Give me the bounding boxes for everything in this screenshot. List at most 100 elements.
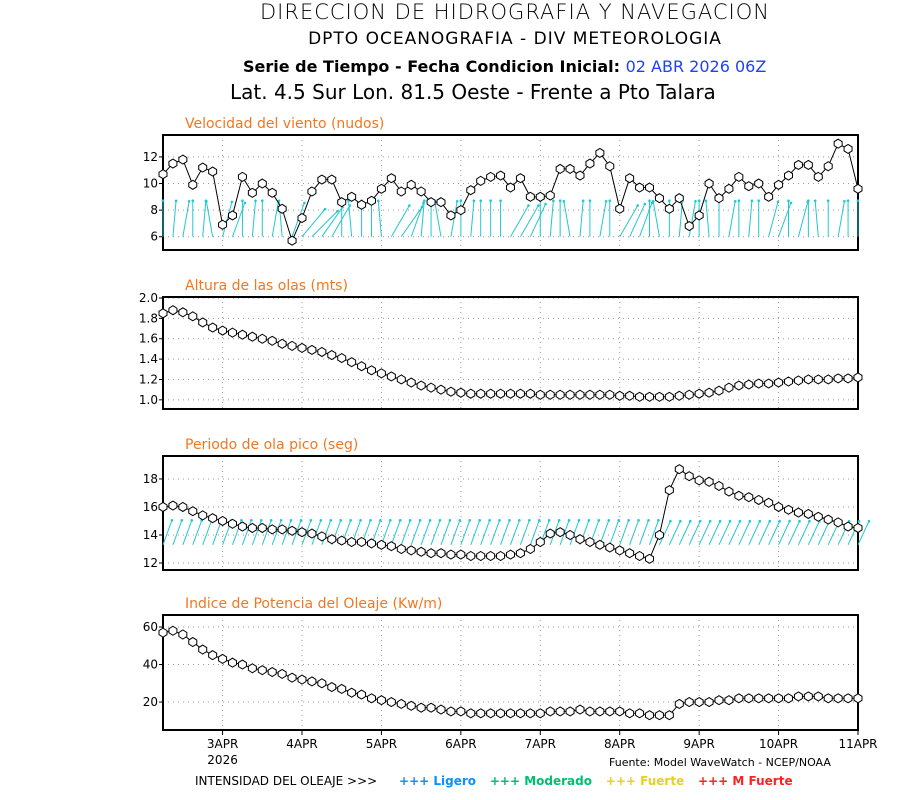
data-point (486, 708, 496, 719)
data-point (297, 674, 307, 685)
arrow-head (376, 199, 380, 203)
data-point (843, 521, 853, 532)
data-point (754, 494, 764, 506)
data-point (793, 691, 803, 702)
data-point (545, 528, 555, 539)
data-point (803, 374, 813, 385)
x-tick-label: 7APR (525, 737, 556, 751)
data-point (654, 710, 664, 721)
direction-arrow (652, 201, 660, 237)
data-point (357, 199, 367, 210)
data-point (158, 308, 168, 319)
data-point (585, 706, 595, 717)
data-point (386, 696, 396, 708)
data-point (535, 389, 545, 400)
y-tick-label: 1.2 (139, 372, 158, 386)
direction-arrow (182, 201, 190, 237)
data-point (178, 501, 188, 513)
data-point (823, 161, 833, 172)
arrow-head (733, 199, 737, 203)
data-point (436, 548, 446, 559)
data-point (307, 528, 317, 539)
data-point (843, 373, 853, 384)
arrow-head (241, 199, 244, 203)
data-point (456, 387, 466, 398)
data-point (267, 187, 277, 198)
data-point (237, 521, 247, 532)
arrow-head (260, 199, 264, 203)
data-point (327, 534, 337, 545)
data-point (396, 698, 406, 710)
arrow-head (708, 519, 712, 523)
data-point (317, 531, 327, 542)
arrow-head (191, 199, 195, 203)
arrow-head (389, 519, 392, 522)
arrow-head (303, 201, 306, 205)
plot-frame (162, 296, 859, 410)
panel-title: Periodo de ola pico (seg) (185, 437, 358, 453)
direction-arrow (519, 205, 539, 237)
direction-arrow (162, 520, 173, 545)
header-subtitle: DPTO OCEANOGRAFIA - DIV METEOROLOGIA (308, 29, 722, 49)
legend-moderate: +++ Moderado (489, 774, 592, 788)
direction-arrow (390, 520, 401, 545)
data-point (833, 138, 843, 149)
data-point (734, 693, 744, 704)
data-point (784, 170, 793, 181)
data-point (277, 524, 287, 535)
arrow-head (651, 199, 655, 203)
data-point (625, 708, 635, 719)
direction-arrow (807, 521, 820, 546)
arrow-head (788, 519, 791, 523)
direction-arrow (192, 520, 203, 545)
arrow-head (458, 519, 462, 522)
arrow-head (856, 199, 860, 203)
data-point (823, 374, 833, 385)
direction-arrow (222, 201, 233, 237)
data-point (496, 550, 506, 562)
data-point (367, 538, 376, 549)
data-point (218, 515, 228, 527)
arrow-head (636, 204, 640, 207)
data-point (803, 691, 813, 702)
data-point (674, 390, 684, 401)
arrow-head (319, 519, 323, 522)
data-point (565, 706, 575, 717)
arrow-head (843, 199, 846, 203)
y-tick-label: 1.6 (139, 332, 158, 346)
arrow-head (587, 519, 591, 522)
series-line (162, 309, 859, 398)
data-point (376, 695, 386, 706)
arrow-head (728, 519, 732, 523)
arrow-head (478, 519, 481, 522)
data-point (436, 704, 446, 715)
arrow-head (527, 204, 530, 207)
arrow-head (562, 199, 566, 203)
direction-arrow (797, 521, 810, 546)
direction-arrow (563, 201, 571, 237)
data-point (734, 380, 744, 391)
data-point (208, 322, 218, 333)
data-point (784, 376, 793, 387)
data-point (426, 548, 436, 559)
data-point (853, 522, 863, 534)
data-point (555, 527, 565, 538)
data-point (714, 695, 724, 706)
data-point (247, 663, 257, 674)
data-point (357, 689, 367, 700)
data-point (585, 536, 595, 548)
data-point (198, 317, 208, 328)
direction-arrow (311, 210, 338, 238)
direction-arrow (688, 521, 701, 546)
data-point (376, 368, 386, 379)
data-point (684, 389, 694, 400)
data-point (635, 182, 645, 193)
arrow-head (547, 519, 551, 522)
data-point (595, 706, 605, 717)
data-point (476, 388, 486, 399)
direction-arrow (490, 520, 501, 545)
x-tick-label: 11APR (838, 737, 877, 751)
data-point (525, 388, 535, 399)
data-point (178, 154, 188, 165)
data-point (416, 186, 426, 197)
